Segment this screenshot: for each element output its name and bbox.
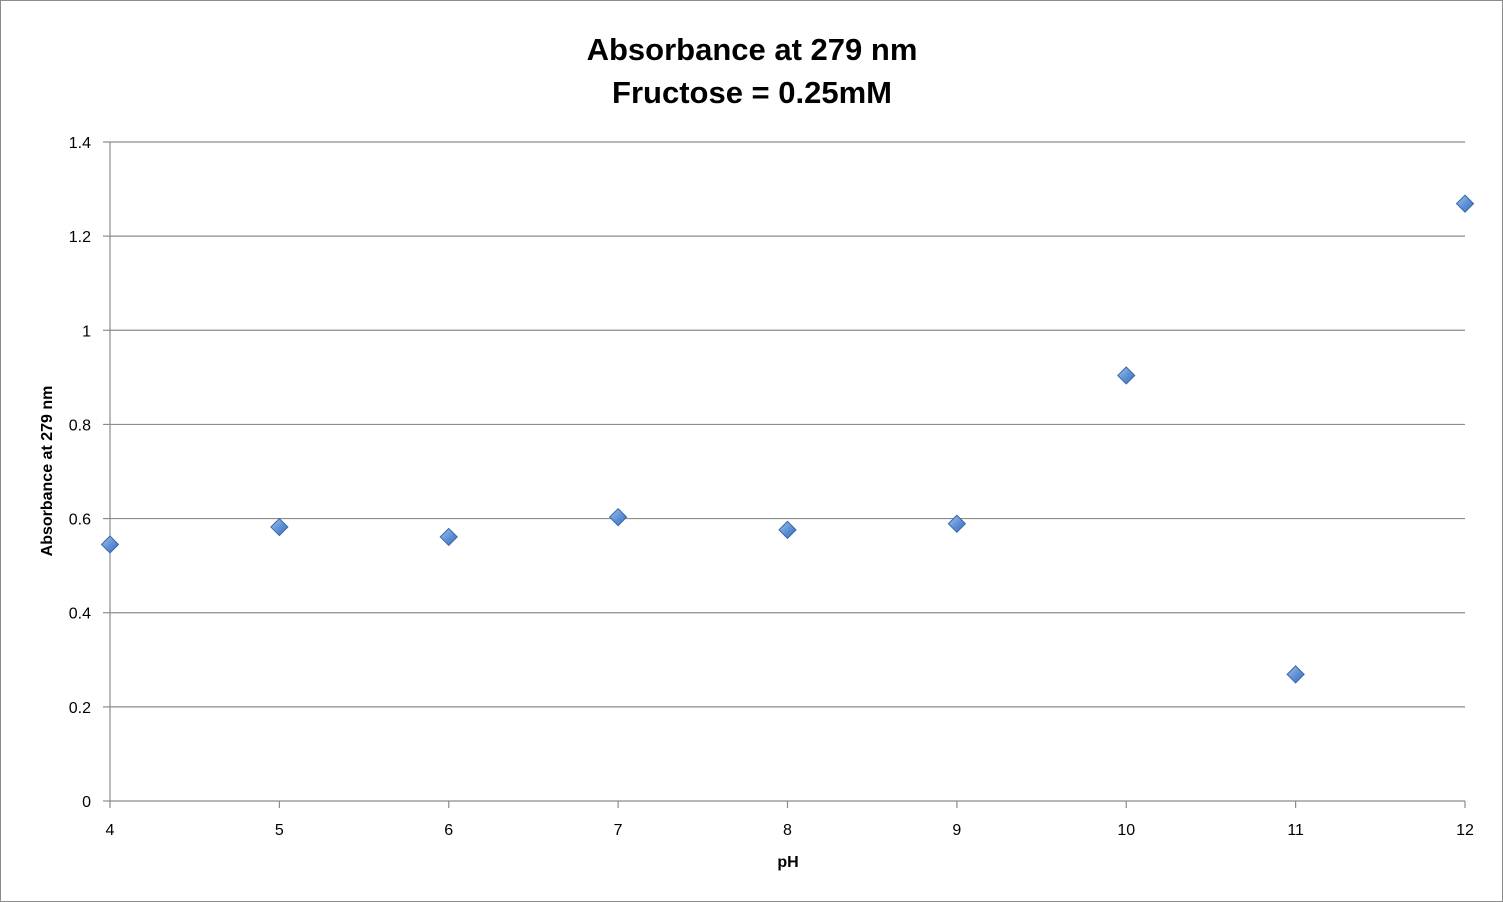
x-tick-label: 12 [1456, 822, 1474, 839]
data-point [439, 527, 458, 547]
axes [103, 141, 1466, 808]
data-point [947, 514, 967, 533]
y-tick-label: 1 [82, 323, 91, 340]
x-tick-label: 9 [952, 822, 961, 839]
chart-subtitle: Fructose = 0.25mM [612, 75, 892, 110]
x-tick-labels: 4 5 6 7 8 9 10 11 12 [106, 822, 1474, 839]
data-points [100, 194, 1475, 684]
y-tick-labels: 0 0.2 0.4 0.6 0.8 1 1.2 1.4 [69, 135, 91, 811]
y-tick-label: 0 [82, 794, 91, 811]
y-tick-label: 1.2 [69, 229, 91, 246]
x-tick-label: 5 [275, 822, 284, 839]
data-point [1286, 665, 1305, 684]
x-tick-label: 7 [614, 822, 623, 839]
y-tick-label: 1.4 [69, 135, 91, 152]
x-tick-label: 4 [106, 822, 115, 839]
data-point [270, 517, 289, 537]
x-tick-label: 11 [1287, 822, 1304, 839]
y-tick-label: 0.4 [69, 606, 91, 623]
chart-title: Absorbance at 279 nm [587, 32, 918, 67]
x-axis-label: pH [777, 854, 798, 871]
data-point [1117, 366, 1136, 385]
y-tick-label: 0.2 [69, 700, 91, 717]
data-point [100, 535, 120, 554]
x-tick-label: 10 [1117, 822, 1135, 839]
data-point [608, 507, 628, 527]
y-axis-label: Absorbance at 279 nm [39, 386, 56, 557]
y-tick-label: 0.8 [69, 417, 91, 434]
y-tick-label: 0.6 [69, 512, 91, 529]
gridlines [110, 141, 1465, 708]
x-tick-label: 6 [444, 822, 453, 839]
data-point [1455, 194, 1475, 213]
data-point [778, 520, 797, 540]
x-tick-label: 8 [783, 822, 792, 839]
